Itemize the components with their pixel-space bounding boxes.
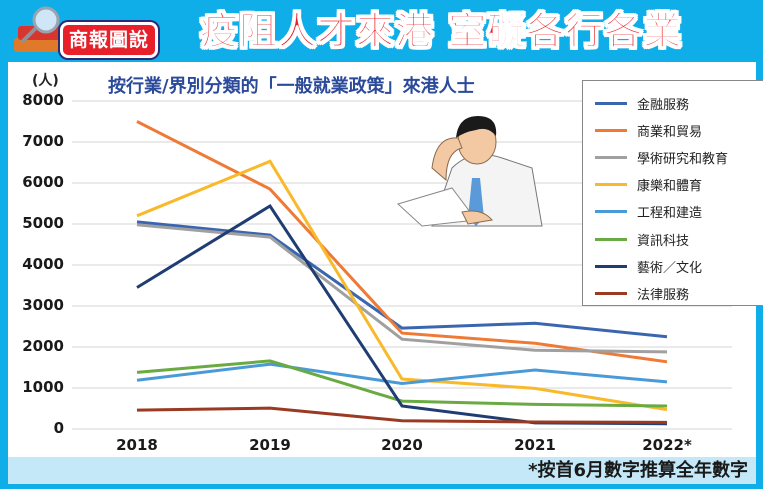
- legend-item: 法律服務: [595, 283, 689, 303]
- x-tick-label: 2019: [249, 436, 291, 454]
- x-tick-label: 2022*: [642, 436, 692, 454]
- y-tick-label: 4000: [22, 255, 64, 273]
- footnote: *按首6月數字推算全年數字: [528, 460, 748, 481]
- chart-legend: 金融服務商業和貿易學術研究和教育 康樂和體育工程和建造資訊科技藝術／文化法律服務: [582, 80, 763, 306]
- x-tick-label: 2018: [116, 436, 158, 454]
- series-line: [136, 220, 668, 339]
- chart-title: 按行業/界別分類的「一般就業政策」來港人士: [108, 76, 475, 97]
- legend-item: 學術研究和教育: [595, 147, 728, 167]
- legend-label: 商業和貿易: [637, 124, 703, 140]
- legend-label: 法律服務: [637, 287, 690, 303]
- series-line: [136, 406, 668, 424]
- series-line: [136, 362, 668, 386]
- legend-swatch: [595, 183, 627, 187]
- legend-label: 工程和建造: [637, 206, 703, 222]
- y-tick-label: 0: [53, 419, 64, 437]
- x-tick-label: 2021: [514, 436, 556, 454]
- legend-item: 康樂和體育: [595, 175, 702, 195]
- y-tick-label: 7000: [22, 132, 64, 150]
- series-line: [136, 359, 668, 408]
- books-magnifier-icon: [14, 6, 60, 52]
- legend-swatch: [595, 237, 627, 241]
- legend-item: 商業和貿易: [595, 120, 702, 140]
- legend-item: 工程和建造: [595, 202, 702, 222]
- x-tick-label: 2020: [381, 436, 423, 454]
- y-axis-unit: (人): [32, 73, 59, 89]
- legend-swatch: [595, 264, 627, 268]
- legend-swatch: [595, 155, 627, 159]
- legend-label: 學術研究和教育: [637, 151, 729, 167]
- series-line: [136, 159, 668, 412]
- legend-swatch: [595, 291, 627, 295]
- y-tick-label: 5000: [22, 214, 64, 232]
- legend-label: 金融服務: [637, 97, 690, 113]
- legend-swatch: [595, 210, 627, 214]
- y-tick-label: 1000: [22, 378, 64, 396]
- footer-bar: *按首6月數字推算全年數字: [8, 457, 756, 484]
- legend-label: 藝術／文化: [637, 260, 703, 276]
- headline: 疫阻人才來港 窒礙各行各業: [199, 9, 683, 54]
- header-banner: 商報圖說 疫阻人才來港 窒礙各行各業: [0, 0, 763, 62]
- legend-label: 康樂和體育: [637, 179, 703, 195]
- legend-item: 金融服務: [595, 93, 689, 113]
- man-reading-document-icon: [397, 116, 543, 227]
- worried-man-illustration: [392, 108, 552, 228]
- legend-item: 資訊科技: [595, 229, 689, 249]
- y-tick-label: 8000: [22, 91, 64, 109]
- legend-item: 藝術／文化: [595, 256, 702, 276]
- y-tick-label: 3000: [22, 296, 64, 314]
- legend-swatch: [595, 128, 627, 132]
- logo: 商報圖說: [12, 4, 172, 60]
- legend-swatch: [595, 101, 627, 105]
- logo-badge: 商報圖說: [60, 22, 159, 58]
- y-tick-label: 2000: [22, 337, 64, 355]
- y-tick-label: 6000: [22, 173, 64, 191]
- legend-label: 資訊科技: [637, 233, 690, 249]
